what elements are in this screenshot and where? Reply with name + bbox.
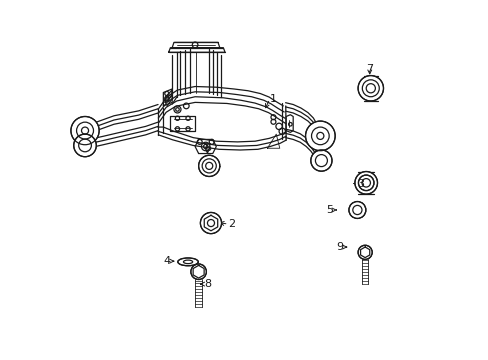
Circle shape <box>357 76 383 101</box>
Polygon shape <box>193 265 203 278</box>
Circle shape <box>354 171 377 194</box>
Text: 4: 4 <box>163 256 170 266</box>
Circle shape <box>305 121 334 151</box>
Text: 6: 6 <box>203 143 210 153</box>
Text: 1: 1 <box>269 94 276 104</box>
Text: 8: 8 <box>203 279 211 289</box>
Circle shape <box>71 117 99 145</box>
Ellipse shape <box>178 258 198 266</box>
Circle shape <box>310 150 331 171</box>
Text: 7: 7 <box>366 64 372 74</box>
Circle shape <box>200 212 221 234</box>
Text: 5: 5 <box>325 205 333 215</box>
Circle shape <box>348 202 365 219</box>
Polygon shape <box>360 247 369 258</box>
Circle shape <box>198 155 219 176</box>
Circle shape <box>74 134 96 157</box>
Circle shape <box>190 264 206 279</box>
Text: 9: 9 <box>335 242 343 252</box>
Text: 2: 2 <box>228 219 235 229</box>
Text: 3: 3 <box>357 179 364 189</box>
Circle shape <box>357 245 371 259</box>
Circle shape <box>358 175 373 190</box>
Polygon shape <box>204 215 217 231</box>
